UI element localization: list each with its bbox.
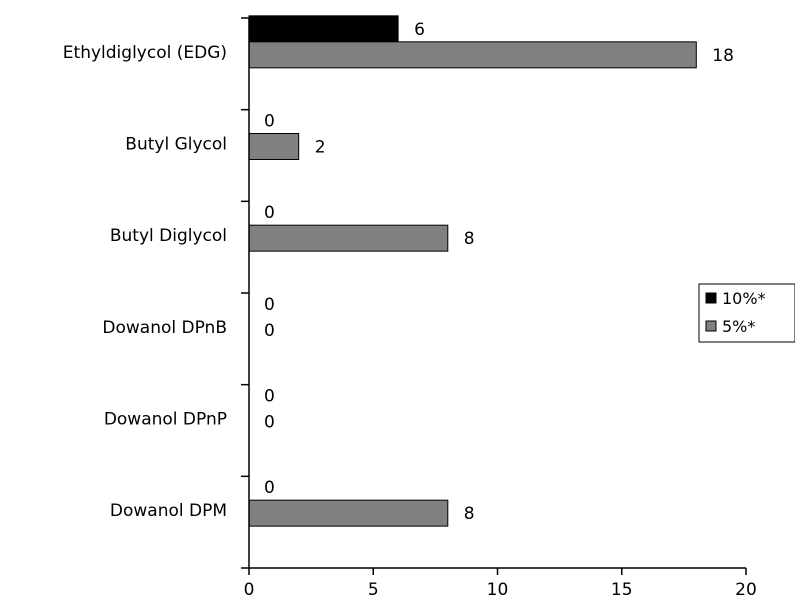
value-label-dowanol-dpnb-10pct: 0 — [264, 295, 275, 315]
category-label-dowanol-dpm: Dowanol DPM — [110, 501, 227, 521]
x-tick-label: 20 — [735, 580, 757, 599]
bar-ethyldiglycol-edg-10pct — [248, 15, 399, 43]
value-label-dowanol-dpnb-5pct: 0 — [264, 321, 275, 341]
legend-label-10pct: 10%* — [722, 289, 766, 308]
x-tick-label: 5 — [368, 580, 379, 599]
category-label-butyl-glycol: Butyl Glycol — [125, 135, 227, 155]
value-label-dowanol-dpm-10pct: 0 — [264, 478, 275, 498]
value-label-dowanol-dpm-5pct: 8 — [464, 504, 475, 524]
category-label-dowanol-dpnb: Dowanol DPnB — [102, 318, 227, 338]
value-label-dowanol-dpnp-10pct: 0 — [264, 387, 275, 407]
category-label-ethyldiglycol-edg: Ethyldiglycol (EDG) — [63, 43, 227, 63]
bar-butyl-diglycol-5pct — [248, 224, 449, 252]
category-label-butyl-diglycol: Butyl Diglycol — [110, 226, 227, 246]
bar-ethyldiglycol-edg-5pct — [248, 41, 697, 69]
value-label-dowanol-dpnp-5pct: 0 — [264, 413, 275, 433]
value-label-butyl-diglycol-10pct: 0 — [264, 203, 275, 223]
category-label-dowanol-dpnp: Dowanol DPnP — [104, 410, 227, 430]
legend-swatch-10pct — [705, 292, 717, 304]
bar-dowanol-dpm-5pct — [248, 499, 449, 527]
legend-label-5pct: 5%* — [722, 317, 755, 336]
value-label-butyl-glycol-5pct: 2 — [315, 138, 326, 158]
x-tick-label: 15 — [611, 580, 633, 599]
x-tick-label: 10 — [487, 580, 509, 599]
legend: 10%* 5%* — [698, 283, 795, 343]
value-label-butyl-glycol-10pct: 0 — [264, 112, 275, 132]
bars-layer — [248, 15, 697, 527]
value-label-ethyldiglycol-edg-5pct: 18 — [712, 46, 734, 66]
legend-box — [698, 283, 795, 343]
bar-butyl-glycol-5pct — [248, 133, 300, 160]
value-label-ethyldiglycol-edg-10pct: 6 — [414, 20, 425, 40]
value-label-butyl-diglycol-5pct: 8 — [464, 229, 475, 249]
x-tick-label: 0 — [244, 580, 255, 599]
axes-layer — [241, 17, 747, 575]
legend-swatch-5pct — [705, 320, 717, 332]
